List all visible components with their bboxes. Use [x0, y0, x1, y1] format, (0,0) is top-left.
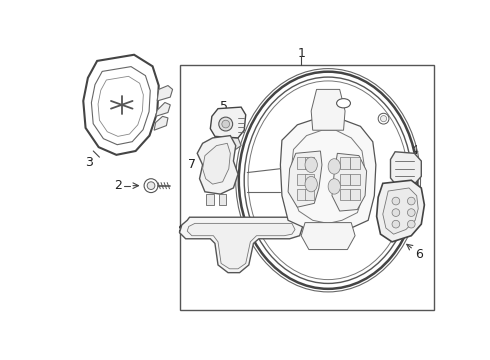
- Circle shape: [381, 116, 387, 122]
- Text: 5: 5: [220, 100, 228, 113]
- Polygon shape: [154, 116, 168, 130]
- Ellipse shape: [239, 72, 417, 289]
- Ellipse shape: [337, 99, 350, 108]
- Circle shape: [144, 179, 158, 193]
- Ellipse shape: [328, 179, 341, 194]
- Ellipse shape: [305, 176, 318, 192]
- Ellipse shape: [328, 159, 341, 174]
- Bar: [305, 174, 314, 185]
- Bar: [350, 189, 361, 200]
- Text: 8: 8: [177, 224, 185, 237]
- Bar: [297, 174, 307, 185]
- Polygon shape: [179, 217, 303, 273]
- Circle shape: [407, 197, 415, 205]
- Ellipse shape: [305, 157, 318, 172]
- Polygon shape: [311, 89, 345, 130]
- Polygon shape: [291, 130, 365, 223]
- Ellipse shape: [248, 81, 408, 280]
- Circle shape: [378, 113, 389, 124]
- Bar: [206, 194, 214, 205]
- Polygon shape: [377, 180, 424, 242]
- Polygon shape: [83, 55, 159, 155]
- Circle shape: [407, 220, 415, 228]
- Bar: [340, 189, 350, 200]
- Polygon shape: [92, 67, 150, 145]
- Bar: [305, 157, 314, 170]
- Circle shape: [222, 120, 229, 128]
- Polygon shape: [210, 107, 245, 138]
- Text: 7: 7: [188, 158, 196, 171]
- Bar: [340, 157, 350, 170]
- Bar: [179, 65, 434, 310]
- Polygon shape: [98, 76, 143, 136]
- Polygon shape: [288, 151, 322, 207]
- Text: 2: 2: [114, 179, 122, 192]
- Polygon shape: [301, 222, 355, 249]
- Bar: [297, 189, 307, 200]
- Circle shape: [392, 220, 400, 228]
- Polygon shape: [214, 136, 241, 151]
- Text: 6: 6: [415, 248, 423, 261]
- Circle shape: [219, 117, 233, 131]
- Ellipse shape: [244, 77, 412, 283]
- Polygon shape: [157, 86, 172, 101]
- Text: 4: 4: [411, 144, 418, 157]
- Bar: [305, 189, 314, 200]
- Polygon shape: [332, 153, 367, 211]
- Text: 1: 1: [297, 47, 305, 60]
- Polygon shape: [391, 152, 421, 186]
- Circle shape: [147, 182, 155, 189]
- Circle shape: [407, 209, 415, 216]
- Polygon shape: [187, 223, 295, 269]
- Polygon shape: [156, 103, 171, 116]
- Text: 3: 3: [85, 156, 94, 169]
- Polygon shape: [383, 188, 418, 234]
- Circle shape: [392, 209, 400, 216]
- Bar: [350, 174, 361, 185]
- Bar: [350, 157, 361, 170]
- Bar: [297, 157, 307, 170]
- Polygon shape: [203, 143, 230, 184]
- Polygon shape: [197, 136, 238, 194]
- Polygon shape: [280, 117, 376, 233]
- Circle shape: [392, 197, 400, 205]
- Bar: [219, 194, 226, 205]
- Bar: [340, 174, 350, 185]
